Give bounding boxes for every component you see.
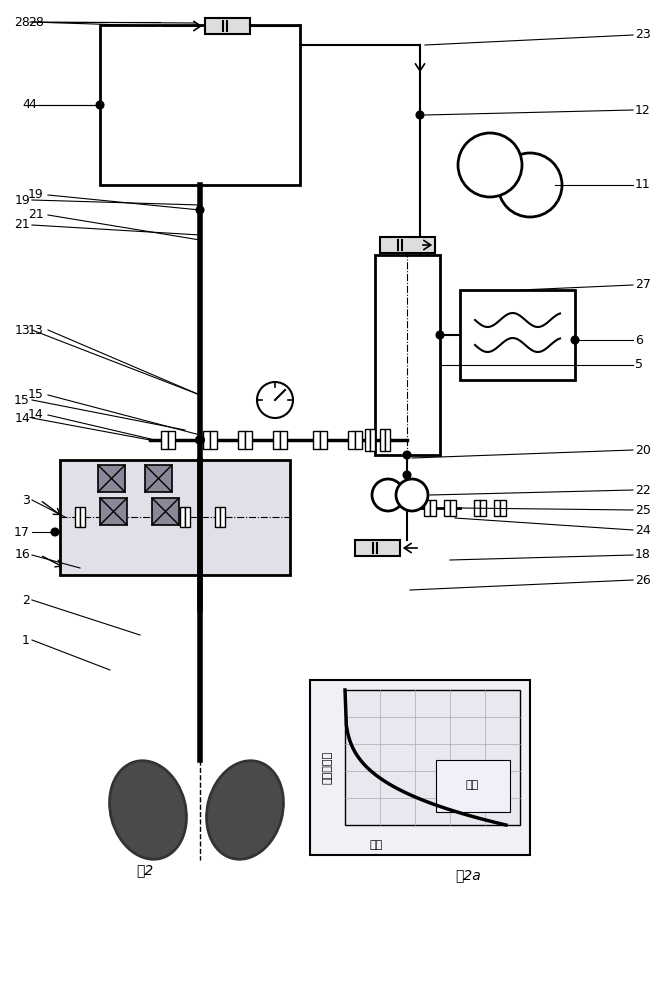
Text: 3: 3 xyxy=(22,493,30,506)
Bar xyxy=(273,431,280,449)
Bar xyxy=(60,460,290,575)
Text: 12: 12 xyxy=(635,104,650,116)
Bar xyxy=(310,680,530,855)
Bar xyxy=(320,431,327,449)
Bar xyxy=(355,540,400,556)
Bar xyxy=(355,431,362,449)
Text: 2: 2 xyxy=(22,593,30,606)
Text: 图2a: 图2a xyxy=(455,868,482,882)
Circle shape xyxy=(396,479,428,511)
Text: 18: 18 xyxy=(635,548,651,562)
Bar xyxy=(450,500,456,516)
Bar xyxy=(494,500,500,516)
Bar xyxy=(168,431,175,449)
Text: 14: 14 xyxy=(28,408,44,422)
Text: 从动机转矩: 从动机转矩 xyxy=(323,750,333,784)
Text: 24: 24 xyxy=(635,524,650,536)
Text: 图2: 图2 xyxy=(137,863,154,877)
Text: 6: 6 xyxy=(635,334,643,347)
Text: 25: 25 xyxy=(635,504,651,516)
Text: 27: 27 xyxy=(635,278,651,292)
Bar xyxy=(215,507,220,527)
Circle shape xyxy=(572,336,579,344)
Ellipse shape xyxy=(206,761,283,859)
Text: 15: 15 xyxy=(14,393,30,406)
Bar xyxy=(385,429,390,451)
Bar xyxy=(380,429,385,451)
Bar xyxy=(430,500,436,516)
Bar xyxy=(220,507,225,527)
Text: 转速: 转速 xyxy=(465,780,479,790)
Bar xyxy=(203,431,210,449)
Bar xyxy=(436,760,509,812)
Bar xyxy=(98,465,125,492)
Text: 19: 19 xyxy=(14,194,30,207)
Bar xyxy=(205,18,250,34)
Text: 4: 4 xyxy=(28,99,36,111)
Circle shape xyxy=(403,452,411,458)
Text: 1: 1 xyxy=(22,634,30,647)
Bar xyxy=(210,431,217,449)
Text: 19: 19 xyxy=(28,188,44,202)
Text: 21: 21 xyxy=(28,209,44,222)
Text: 联轴: 联轴 xyxy=(369,840,382,850)
Bar xyxy=(474,500,480,516)
Text: 14: 14 xyxy=(14,412,30,424)
Bar xyxy=(100,25,300,185)
Bar xyxy=(424,500,430,516)
Ellipse shape xyxy=(110,761,187,859)
Text: 17: 17 xyxy=(14,526,30,538)
Circle shape xyxy=(196,436,204,444)
Bar xyxy=(375,255,440,455)
Text: 22: 22 xyxy=(635,484,650,496)
Circle shape xyxy=(498,153,562,217)
Bar xyxy=(238,431,245,449)
Bar xyxy=(313,431,320,449)
Text: 15: 15 xyxy=(28,388,44,401)
Bar xyxy=(245,431,252,449)
Circle shape xyxy=(51,528,58,536)
Text: 21: 21 xyxy=(14,219,30,232)
Text: 11: 11 xyxy=(635,178,650,192)
Text: 4: 4 xyxy=(22,99,30,111)
Bar xyxy=(161,431,168,449)
Bar xyxy=(145,465,172,492)
Bar xyxy=(500,500,506,516)
Text: 28: 28 xyxy=(14,15,30,28)
Circle shape xyxy=(372,479,404,511)
Text: 13: 13 xyxy=(14,324,30,336)
Text: 13: 13 xyxy=(28,324,44,336)
Bar xyxy=(365,429,370,451)
Bar xyxy=(80,507,85,527)
Circle shape xyxy=(97,102,104,108)
Bar xyxy=(280,431,287,449)
Bar xyxy=(380,237,435,253)
Text: 5: 5 xyxy=(635,359,643,371)
Circle shape xyxy=(458,133,522,197)
Bar xyxy=(348,431,355,449)
Circle shape xyxy=(403,472,411,479)
Bar xyxy=(460,290,575,380)
Bar xyxy=(75,507,80,527)
Circle shape xyxy=(436,332,443,338)
Circle shape xyxy=(196,207,204,214)
Bar xyxy=(152,498,179,525)
Bar xyxy=(480,500,486,516)
Text: 16: 16 xyxy=(14,548,30,562)
Circle shape xyxy=(257,382,293,418)
Bar xyxy=(180,507,185,527)
Bar xyxy=(370,429,375,451)
Bar xyxy=(185,507,190,527)
Bar xyxy=(345,690,520,825)
Text: 23: 23 xyxy=(635,28,650,41)
Text: 28: 28 xyxy=(28,15,44,28)
Text: 26: 26 xyxy=(635,574,650,586)
Text: 20: 20 xyxy=(635,444,651,456)
Circle shape xyxy=(417,111,424,118)
Bar xyxy=(444,500,450,516)
Bar xyxy=(100,498,127,525)
